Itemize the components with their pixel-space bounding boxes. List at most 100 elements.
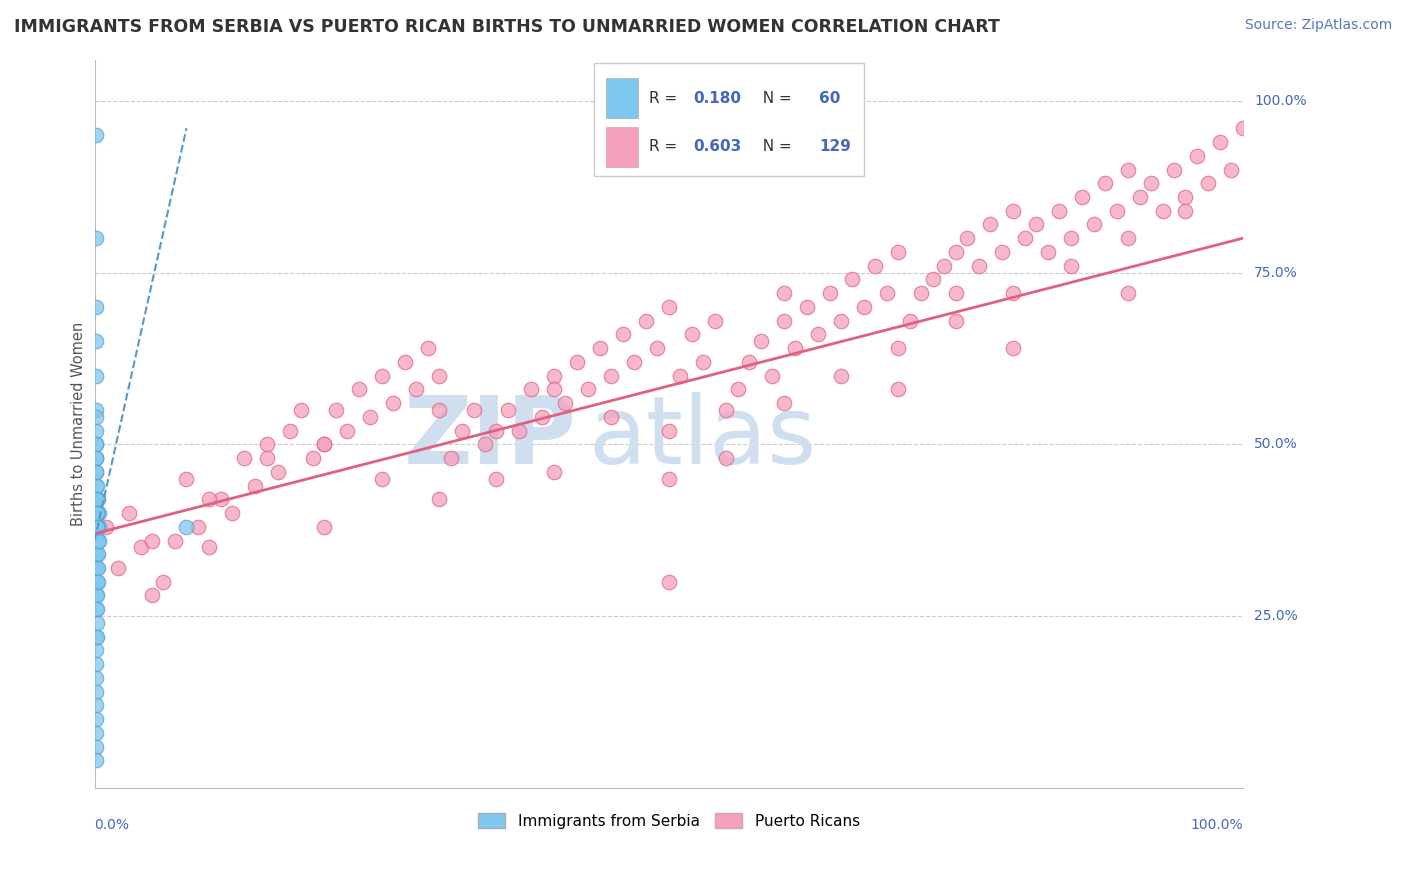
Point: [463, 403, 485, 417]
Point: [84, 334, 107, 349]
Point: [658, 472, 681, 486]
Point: [898, 313, 921, 327]
Point: [1014, 231, 1036, 245]
Point: [772, 286, 794, 301]
Point: [658, 300, 681, 314]
Point: [84, 478, 107, 492]
Point: [520, 383, 543, 397]
Point: [129, 541, 152, 555]
Point: [221, 506, 243, 520]
Text: 0.0%: 0.0%: [94, 818, 129, 832]
Point: [84, 520, 107, 534]
Point: [543, 368, 565, 383]
Point: [1174, 203, 1197, 218]
Text: N =: N =: [752, 139, 796, 154]
Point: [84, 128, 107, 143]
Point: [87, 561, 110, 575]
Point: [84, 739, 107, 754]
Point: [658, 574, 681, 589]
Point: [1163, 162, 1185, 177]
Point: [1152, 203, 1174, 218]
Point: [84, 437, 107, 451]
Point: [256, 437, 278, 451]
Point: [84, 643, 107, 657]
Point: [325, 403, 347, 417]
Point: [645, 341, 668, 355]
Point: [314, 520, 336, 534]
Point: [84, 547, 107, 561]
Point: [1116, 162, 1139, 177]
Point: [807, 327, 830, 342]
Point: [176, 472, 198, 486]
Point: [439, 451, 461, 466]
Point: [86, 589, 108, 603]
Point: [256, 451, 278, 466]
Point: [86, 602, 108, 616]
Point: [543, 465, 565, 479]
Point: [87, 547, 110, 561]
Point: [84, 492, 107, 507]
Point: [84, 451, 107, 466]
Point: [1002, 203, 1025, 218]
Point: [198, 492, 221, 507]
Point: [1071, 190, 1094, 204]
Point: [554, 396, 576, 410]
Point: [84, 506, 107, 520]
Point: [1094, 176, 1116, 190]
Point: [1105, 203, 1128, 218]
FancyBboxPatch shape: [595, 63, 863, 176]
Point: [84, 409, 107, 424]
Text: IMMIGRANTS FROM SERBIA VS PUERTO RICAN BIRTHS TO UNMARRIED WOMEN CORRELATION CHA: IMMIGRANTS FROM SERBIA VS PUERTO RICAN B…: [14, 18, 1000, 36]
Point: [749, 334, 772, 349]
Text: 60: 60: [820, 91, 841, 105]
Point: [796, 300, 818, 314]
Point: [84, 533, 107, 548]
Point: [87, 533, 110, 548]
Point: [86, 506, 108, 520]
Point: [852, 300, 875, 314]
Point: [89, 506, 111, 520]
Point: [485, 424, 508, 438]
Point: [1209, 135, 1232, 149]
Point: [531, 409, 554, 424]
Y-axis label: Births to Unmarried Women: Births to Unmarried Women: [72, 322, 86, 526]
Point: [84, 726, 107, 740]
Point: [84, 630, 107, 644]
Point: [508, 424, 530, 438]
Point: [738, 355, 761, 369]
Text: R =: R =: [650, 91, 682, 105]
Point: [84, 492, 107, 507]
Point: [658, 424, 681, 438]
Point: [209, 492, 232, 507]
Point: [990, 244, 1012, 259]
Point: [84, 368, 107, 383]
Point: [198, 541, 221, 555]
Point: [84, 300, 107, 314]
Point: [141, 589, 163, 603]
Point: [163, 533, 186, 548]
Text: 100.0%: 100.0%: [1191, 818, 1243, 832]
Point: [910, 286, 932, 301]
Point: [761, 368, 783, 383]
Point: [314, 437, 336, 451]
Point: [86, 547, 108, 561]
Point: [84, 684, 107, 698]
Text: ZIP: ZIP: [404, 392, 576, 484]
Point: [336, 424, 359, 438]
Point: [451, 424, 474, 438]
Point: [187, 520, 209, 534]
Point: [830, 313, 852, 327]
Point: [87, 506, 110, 520]
Point: [86, 520, 108, 534]
Point: [405, 383, 427, 397]
Point: [612, 327, 634, 342]
Text: 129: 129: [820, 139, 851, 154]
Point: [84, 451, 107, 466]
Text: atlas: atlas: [588, 392, 817, 484]
Text: 50.0%: 50.0%: [1254, 437, 1298, 451]
Point: [1036, 244, 1059, 259]
Text: 100.0%: 100.0%: [1254, 94, 1306, 108]
Point: [600, 368, 623, 383]
Point: [107, 561, 129, 575]
Point: [176, 520, 198, 534]
